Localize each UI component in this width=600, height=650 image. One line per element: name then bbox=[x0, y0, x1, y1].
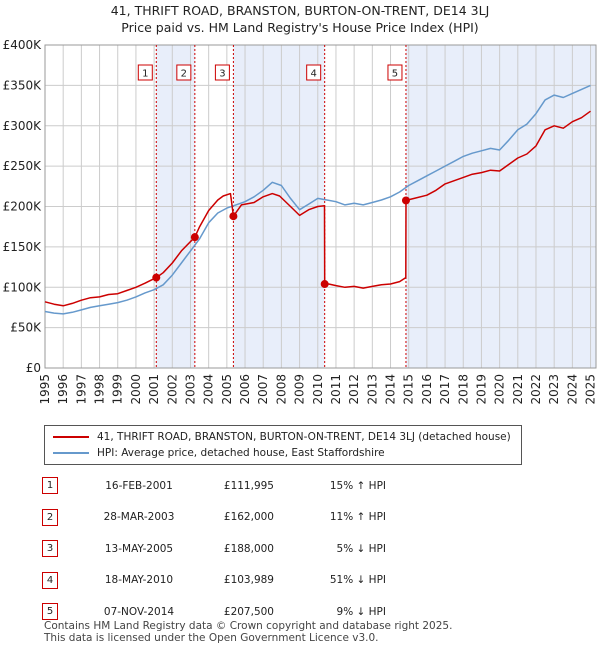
sale-point-1 bbox=[152, 273, 161, 282]
x-tick-label: 2007 bbox=[256, 374, 270, 405]
sale-hpi-diff: 51% ↓ HPI bbox=[329, 574, 386, 587]
chart-subtitle: Price paid vs. HM Land Registry's House … bbox=[121, 20, 479, 35]
sale-date: 07-NOV-2014 bbox=[103, 605, 175, 618]
legend-item-hpi: HPI: Average price, detached house, East… bbox=[53, 445, 385, 461]
x-tick-label: 2016 bbox=[420, 374, 434, 405]
x-tick-label: 2012 bbox=[347, 374, 361, 405]
sale-date: 16-FEB-2001 bbox=[105, 479, 173, 492]
x-tick-label: 2008 bbox=[274, 374, 288, 405]
footer-licence: This data is licensed under the Open Gov… bbox=[44, 632, 379, 644]
x-tick-label: 1999 bbox=[111, 374, 125, 405]
x-tick-label: 2020 bbox=[493, 374, 507, 405]
x-tick-label: 2011 bbox=[329, 374, 343, 405]
legend-label-property: 41, THRIFT ROAD, BRANSTON, BURTON-ON-TRE… bbox=[97, 431, 511, 443]
sale-number: 3 bbox=[42, 540, 58, 558]
y-tick-label: £350K bbox=[3, 78, 43, 92]
sale-label-box-3 bbox=[214, 64, 230, 81]
x-tick-label: 1998 bbox=[93, 374, 107, 405]
sale-price: £103,989 bbox=[223, 574, 274, 587]
sale-hpi-diff: 11% ↑ HPI bbox=[329, 511, 386, 524]
table-row: 2 28-MAR-2003 £162,000 11% ↑ HPI bbox=[42, 502, 386, 534]
x-tick-label: 2000 bbox=[129, 374, 143, 405]
y-tick-label: £150K bbox=[3, 240, 43, 254]
sale-label-box-4 bbox=[306, 64, 322, 81]
y-tick-label: £400K bbox=[3, 38, 43, 52]
x-tick-label: 2014 bbox=[384, 374, 398, 405]
sale-number: 1 bbox=[42, 477, 58, 495]
legend: 41, THRIFT ROAD, BRANSTON, BURTON-ON-TRE… bbox=[44, 425, 522, 465]
sale-price: £207,500 bbox=[223, 605, 274, 618]
y-tick-label: £200K bbox=[3, 200, 43, 214]
table-row: 1 16-FEB-2001 £111,995 15% ↑ HPI bbox=[42, 470, 386, 502]
hpi-line bbox=[44, 84, 591, 315]
x-tick-label: 2009 bbox=[293, 374, 307, 405]
x-tick-label: 2013 bbox=[365, 374, 379, 405]
x-tick-label: 2019 bbox=[474, 374, 488, 405]
x-tick-label: 2025 bbox=[584, 374, 598, 405]
x-tick-label: 2024 bbox=[565, 374, 579, 405]
sales-table: 1 16-FEB-2001 £111,995 15% ↑ HPI 2 28-MA… bbox=[42, 470, 386, 628]
legend-swatch-property bbox=[53, 436, 89, 438]
sale-point-2 bbox=[190, 233, 199, 242]
y-tick-label: £300K bbox=[3, 119, 43, 133]
sale-label-1: 1 bbox=[142, 69, 148, 80]
chart-title: 41, THRIFT ROAD, BRANSTON, BURTON-ON-TRE… bbox=[110, 3, 490, 18]
sale-hpi-diff: 9% ↓ HPI bbox=[336, 605, 386, 618]
sale-label-box-5 bbox=[387, 64, 403, 81]
x-tick-label: 2023 bbox=[547, 374, 561, 405]
sale-point-3 bbox=[229, 212, 238, 221]
x-tick-label: 2005 bbox=[220, 374, 234, 405]
plot-border bbox=[44, 44, 597, 369]
footer: Contains HM Land Registry data © Crown c… bbox=[44, 620, 452, 644]
table-row: 3 13-MAY-2005 £188,000 5% ↓ HPI bbox=[42, 533, 386, 565]
legend-swatch-hpi bbox=[53, 452, 89, 454]
x-tick-label: 2010 bbox=[311, 374, 325, 405]
x-tick-label: 2018 bbox=[456, 374, 470, 405]
sale-number: 4 bbox=[42, 571, 58, 589]
sale-label-box-1 bbox=[137, 64, 153, 81]
sale-label-3: 3 bbox=[219, 69, 225, 80]
y-tick-label: £0 bbox=[26, 361, 41, 375]
sale-label-box-2 bbox=[176, 64, 192, 81]
sale-date: 18-MAY-2010 bbox=[104, 574, 174, 587]
table-row: 4 18-MAY-2010 £103,989 51% ↓ HPI bbox=[42, 565, 386, 597]
sale-date: 28-MAR-2003 bbox=[103, 511, 175, 524]
sale-number: 2 bbox=[42, 508, 58, 526]
sale-number: 5 bbox=[42, 603, 58, 621]
sale-price: £188,000 bbox=[223, 542, 274, 555]
y-tick-label: £100K bbox=[3, 280, 43, 294]
legend-label-hpi: HPI: Average price, detached house, East… bbox=[97, 447, 385, 459]
sale-hpi-diff: 5% ↓ HPI bbox=[336, 542, 386, 555]
sale-hpi-diff: 15% ↑ HPI bbox=[329, 479, 386, 492]
y-tick-label: £250K bbox=[3, 159, 43, 173]
y-tick-label: £50K bbox=[10, 321, 42, 335]
x-tick-label: 1997 bbox=[74, 374, 88, 405]
sale-price: £111,995 bbox=[223, 479, 274, 492]
x-tick-label: 2015 bbox=[402, 374, 416, 405]
sale-date: 13-MAY-2005 bbox=[104, 542, 174, 555]
table-row: 5 07-NOV-2014 £207,500 9% ↓ HPI bbox=[42, 596, 386, 628]
x-tick-label: 2001 bbox=[147, 374, 161, 405]
x-tick-label: 2002 bbox=[165, 374, 179, 405]
sale-price: £162,000 bbox=[223, 511, 274, 524]
sale-label-2: 2 bbox=[181, 69, 187, 80]
price-chart: £0 £50K £100K £150K £200K £250K £300K £350K £400… bbox=[3, 38, 598, 405]
sale-point-5 bbox=[401, 196, 410, 205]
x-tick-label: 2006 bbox=[238, 374, 252, 405]
property-price-line bbox=[44, 110, 591, 307]
x-tick-label: 2017 bbox=[438, 374, 452, 405]
x-tick-label: 2021 bbox=[511, 374, 525, 405]
sale-label-4: 4 bbox=[310, 69, 316, 80]
sale-label-5: 5 bbox=[392, 69, 398, 80]
sale-point-4 bbox=[320, 280, 329, 289]
x-tick-label: 2022 bbox=[529, 374, 543, 405]
footer-copyright: Contains HM Land Registry data © Crown c… bbox=[44, 620, 453, 632]
x-tick-label: 1995 bbox=[38, 374, 52, 405]
legend-item-property: 41, THRIFT ROAD, BRANSTON, BURTON-ON-TRE… bbox=[53, 429, 511, 445]
x-tick-label: 2004 bbox=[202, 374, 216, 405]
x-tick-label: 2003 bbox=[183, 374, 197, 405]
x-tick-label: 1996 bbox=[56, 374, 70, 405]
